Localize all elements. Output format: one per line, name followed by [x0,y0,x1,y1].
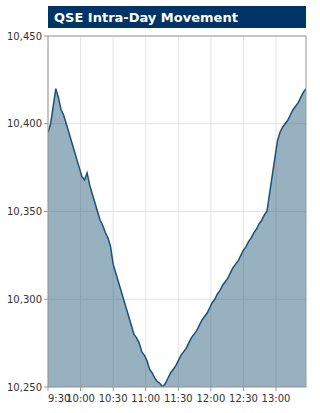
y-tick [44,36,48,37]
y-tick-label: 10,300 [7,294,42,305]
grid-line-y [48,123,306,124]
y-tick-label: 10,400 [7,118,42,129]
x-tick-label: 11:00 [131,393,160,404]
x-tick-label: 13:00 [262,393,291,404]
plot-area [48,89,306,387]
y-tick [44,123,48,124]
x-tick [48,387,49,391]
x-tick-label: 10:30 [99,393,128,404]
grid-line-x [145,36,146,387]
chart: QSE Intra-Day Movement 10,250 10,300 10,350… [0,0,320,413]
area [48,89,306,387]
title-background [48,6,306,28]
x-tick-label: 11:30 [164,393,193,404]
x-tick [243,387,244,391]
x-tick [145,387,146,391]
y-tick-label: 10,450 [7,31,42,42]
x-tick [113,387,114,391]
plot-frame [48,36,306,387]
line [48,89,306,387]
y-tick-label: 10,350 [7,206,42,217]
y-axis: 10,250 10,300 10,350 10,400 10,450 [7,31,48,393]
y-tick [44,299,48,300]
x-axis: 9:3010:0010:3011:0011:3012:0012:3013:00 [48,387,290,404]
y-tick [44,211,48,212]
x-tick [210,387,211,391]
x-tick-label: 12:30 [229,393,258,404]
x-tick [178,387,179,391]
title-group: QSE Intra-Day Movement [48,6,306,28]
grid [48,36,306,387]
y-tick-label: 10,250 [7,382,42,393]
x-tick [276,387,277,391]
x-tick [80,387,81,391]
x-tick-label: 12:00 [196,393,225,404]
y-tick [44,387,48,388]
title: QSE Intra-Day Movement [54,10,238,25]
x-tick-label: 10:00 [66,393,95,404]
grid-line-x [178,36,179,387]
